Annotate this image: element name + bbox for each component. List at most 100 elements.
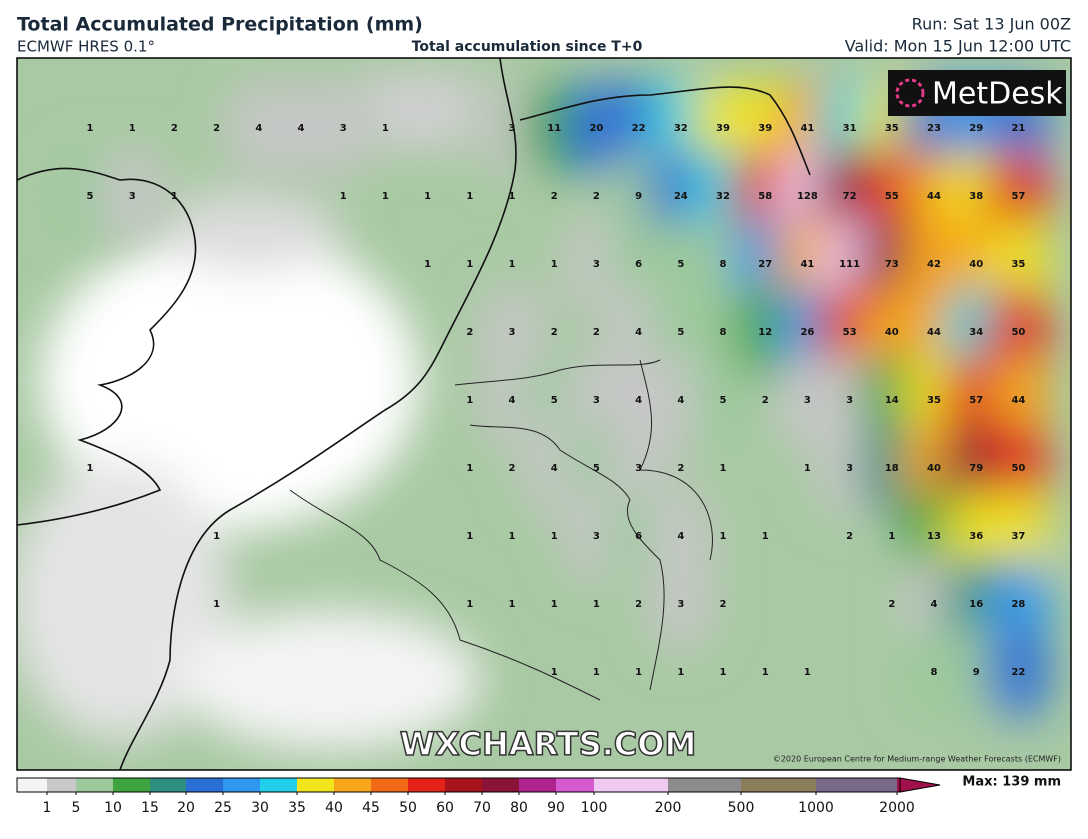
map: 1 1 2 2 4 4 3 1 3 11 20 22 32 39 39 41 31 35 23 29 215 3 1 1 1 1 1… xyxy=(17,58,1071,770)
value-label: 39 xyxy=(758,123,772,134)
precip-cell xyxy=(984,216,1053,312)
value-label: 4 xyxy=(635,395,642,406)
colorbar-label: 60 xyxy=(436,800,454,816)
colorbar-label: 10 xyxy=(104,800,122,816)
colorbar-segment xyxy=(556,778,594,792)
value-label: 1 xyxy=(171,191,178,202)
precip-cell xyxy=(604,420,673,516)
colorbar-label: 15 xyxy=(141,800,159,816)
precip-cell xyxy=(984,352,1053,448)
colorbar-label: 40 xyxy=(325,800,343,816)
value-label: 27 xyxy=(758,259,772,270)
value-label: 4 xyxy=(931,599,938,610)
value-label: 36 xyxy=(969,531,983,542)
colorbar-segment xyxy=(445,778,482,792)
value-label: 1 xyxy=(87,123,94,134)
value-label: 4 xyxy=(255,123,262,134)
value-label: 41 xyxy=(800,123,814,134)
colorbar-label: 35 xyxy=(288,800,306,816)
value-label: 2 xyxy=(171,123,178,134)
colorbar-segment xyxy=(150,778,186,792)
value-label: 22 xyxy=(1011,667,1025,678)
precip-cell xyxy=(478,284,546,380)
value-label: 35 xyxy=(1011,259,1025,270)
precip-cell xyxy=(646,488,715,584)
value-label: 55 xyxy=(885,191,899,202)
land-shading xyxy=(17,70,490,750)
value-label: 1 xyxy=(762,667,769,678)
precip-cell xyxy=(984,148,1053,244)
colorbar-segment xyxy=(371,778,408,792)
value-label: 128 xyxy=(797,191,818,202)
value-label: 4 xyxy=(551,463,558,474)
value-label: 3 xyxy=(129,191,136,202)
value-label: 1 xyxy=(720,667,727,678)
colorbar-segment xyxy=(47,778,76,792)
value-label: 4 xyxy=(635,327,642,338)
value-label: 13 xyxy=(927,531,941,542)
value-label: 3 xyxy=(846,463,853,474)
value-label: 72 xyxy=(843,191,857,202)
value-label: 1 xyxy=(509,531,516,542)
value-label: 1 xyxy=(635,667,642,678)
value-label: 40 xyxy=(927,463,941,474)
value-label: 32 xyxy=(716,191,730,202)
value-label: 1 xyxy=(424,259,431,270)
colorbar-segment xyxy=(816,778,897,792)
coastlines xyxy=(17,58,811,770)
value-label: 1 xyxy=(466,191,473,202)
value-label: 4 xyxy=(677,531,684,542)
value-label: 2 xyxy=(593,327,600,338)
colorbar-label: 20 xyxy=(177,800,195,816)
value-label: 31 xyxy=(843,123,857,134)
colorbar-segment xyxy=(482,778,519,792)
colorbar-segment xyxy=(408,778,445,792)
value-label: 50 xyxy=(1011,463,1025,474)
colorbar-segment xyxy=(186,778,223,792)
value-label: 44 xyxy=(927,191,941,202)
value-label: 1 xyxy=(762,531,769,542)
run: Run: Sat 13 Jun 00Z xyxy=(912,15,1071,34)
colorbar-label: 25 xyxy=(214,800,232,816)
value-label: 2 xyxy=(720,599,727,610)
value-label: 16 xyxy=(969,599,983,610)
value-label: 4 xyxy=(677,395,684,406)
value-label: 2 xyxy=(635,599,642,610)
value-label: 3 xyxy=(593,259,600,270)
value-label: 22 xyxy=(632,123,646,134)
colorbar-label: 90 xyxy=(547,800,565,816)
value-label: 1 xyxy=(551,599,558,610)
value-label: 1 xyxy=(466,395,473,406)
value-grid: 1 1 2 2 4 4 3 1 3 11 20 22 32 39 39 41 31 35 23 29 215 3 1 1 1 1 1… xyxy=(87,123,1026,678)
max-label: Max: 139 mm xyxy=(962,775,1061,790)
colorbar-label: 2000 xyxy=(879,800,915,816)
colorbar-segment xyxy=(223,778,260,792)
colorbar-segment xyxy=(76,778,113,792)
colorbar-label: 200 xyxy=(655,800,682,816)
value-label: 1 xyxy=(213,599,220,610)
value-label: 2 xyxy=(846,531,853,542)
colorbar-start xyxy=(17,778,47,792)
valid: Valid: Mon 15 Jun 12:00 UTC xyxy=(845,37,1071,56)
colorbar-label: 500 xyxy=(728,800,755,816)
value-label: 3 xyxy=(846,395,853,406)
value-label: 2 xyxy=(213,123,220,134)
value-label: 6 xyxy=(635,531,642,542)
value-label: 3 xyxy=(509,327,516,338)
value-label: 29 xyxy=(969,123,983,134)
value-label: 41 xyxy=(800,259,814,270)
precip-cell xyxy=(309,80,378,176)
value-label: 6 xyxy=(635,259,642,270)
value-label: 1 xyxy=(509,259,516,270)
value-label: 1 xyxy=(551,667,558,678)
value-label: 34 xyxy=(969,327,983,338)
value-label: 57 xyxy=(1011,191,1025,202)
value-label: 24 xyxy=(674,191,688,202)
value-label: 2 xyxy=(509,463,516,474)
value-label: 20 xyxy=(589,123,603,134)
precip-cell xyxy=(984,284,1053,380)
colorbar-segment xyxy=(113,778,150,792)
value-label: 26 xyxy=(800,327,814,338)
value-label: 28 xyxy=(1011,599,1025,610)
value-label: 2 xyxy=(677,463,684,474)
